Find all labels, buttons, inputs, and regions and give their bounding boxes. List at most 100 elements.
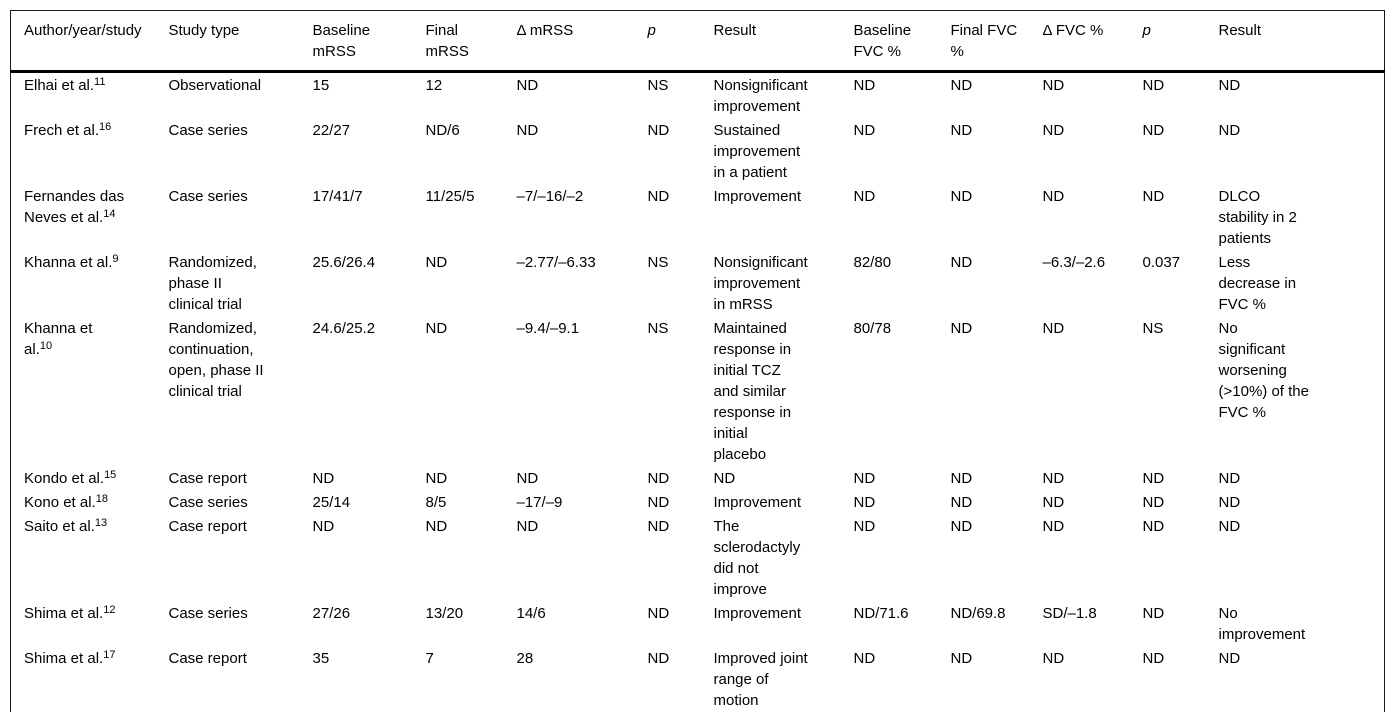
cell-result-mrss: Improvement (713, 494, 802, 511)
col-header-study-type: Study type (168, 22, 240, 39)
cell-delta-mrss: –2.77/–6.33 (516, 254, 596, 271)
col-header-baseline-mrss: Baseline mRSS (312, 22, 371, 60)
cell-result-fvc: No improvement (1218, 605, 1306, 643)
cell-final-mrss: 8/5 (425, 494, 447, 511)
cell-p-fvc: NS (1142, 320, 1164, 337)
cell-delta-fvc: ND (1042, 470, 1065, 487)
cell-p-fvc: ND (1142, 77, 1165, 94)
cell-final-mrss: 11/25/5 (425, 188, 475, 205)
cell-baseline-fvc: ND (853, 122, 876, 139)
cell-p-fvc: ND (1142, 518, 1165, 535)
reference-number: 10 (39, 340, 53, 352)
cell-baseline-fvc: 82/80 (853, 254, 892, 271)
cell-p-mrss: ND (647, 470, 670, 487)
cell-study-type: Case series (168, 605, 248, 622)
cell-delta-fvc: ND (1042, 650, 1065, 667)
cell-p-mrss: ND (647, 605, 670, 622)
col-header-baseline-fvc: Baseline FVC % (853, 22, 912, 60)
cell-author: Shima et al.12 (11, 601, 156, 646)
cell-final-fvc: ND (950, 650, 973, 667)
cell-delta-mrss: ND (516, 470, 539, 487)
cell-baseline-mrss: 15 (312, 77, 330, 94)
author-name: Saito et al. (24, 518, 95, 535)
cell-baseline-mrss: 35 (312, 650, 330, 667)
cell-delta-mrss: –17/–9 (516, 494, 563, 511)
table-row: Kono et al.18 Case series 25/14 8/5 –17/–9 ND… (11, 490, 1385, 514)
cell-p-fvc: ND (1142, 470, 1165, 487)
cell-baseline-fvc: ND (853, 650, 876, 667)
cell-final-mrss: ND (425, 470, 448, 487)
cell-delta-fvc: ND (1042, 494, 1065, 511)
cell-result-mrss: Improvement (713, 188, 802, 205)
cell-delta-fvc: SD/–1.8 (1042, 605, 1097, 622)
table-row: Elhai et al.11 Observational 15 12 ND NS Nonsi… (11, 72, 1385, 119)
cell-result-fvc: ND (1218, 470, 1241, 487)
cell-p-fvc: 0.037 (1142, 254, 1181, 271)
author-name: Kondo et al. (24, 470, 105, 487)
cell-delta-fvc: ND (1042, 188, 1065, 205)
cell-baseline-fvc: ND (853, 518, 876, 535)
cell-result-fvc: ND (1218, 494, 1241, 511)
cell-study-type: Randomized, phase II clinical trial (168, 254, 257, 313)
cell-delta-fvc: ND (1042, 320, 1065, 337)
cell-result-fvc: No significant worsening (>10%) of the F… (1218, 320, 1309, 421)
header-row: Author/year/study Study type Baseline mRSS… (10, 11, 1385, 72)
cell-delta-fvc: ND (1042, 518, 1065, 535)
col-header-result-mrss: Result (713, 22, 757, 39)
reference-number: 9 (112, 253, 119, 265)
cell-baseline-fvc: ND (853, 470, 876, 487)
cell-delta-fvc: ND (1042, 122, 1065, 139)
cell-result-mrss: Improved joint range of motion (713, 650, 808, 709)
cell-baseline-fvc: ND (853, 77, 876, 94)
cell-author: Fernandes das Neves et al.14 (11, 184, 156, 250)
cell-baseline-mrss: 25/14 (312, 494, 351, 511)
cell-baseline-mrss: 25.6/26.4 (312, 254, 376, 271)
cell-baseline-fvc: ND/71.6 (853, 605, 909, 622)
reference-number: 17 (103, 649, 116, 661)
cell-study-type: Case series (168, 494, 248, 511)
cell-baseline-mrss: 17/41/7 (312, 188, 363, 205)
reference-number: 12 (103, 604, 116, 616)
col-header-author: Author/year/study (24, 22, 142, 39)
col-header-delta-fvc: Δ FVC % (1042, 22, 1104, 39)
cell-delta-mrss: 14/6 (516, 605, 546, 622)
cell-result-fvc: DLCO stability in 2 patients (1218, 188, 1297, 247)
table-row: Shima et al.17 Case report 35 7 28 ND Improved… (11, 646, 1385, 712)
cell-p-fvc: ND (1142, 188, 1165, 205)
cell-delta-mrss: ND (516, 518, 539, 535)
cell-final-mrss: ND (425, 518, 448, 535)
cell-author: Shima et al.17 (11, 646, 156, 712)
cell-p-mrss: ND (647, 494, 670, 511)
col-header-result-fvc: Result (1218, 22, 1262, 39)
reference-number: 11 (94, 76, 106, 88)
cell-final-fvc: ND (950, 320, 973, 337)
cell-baseline-mrss: ND (312, 518, 335, 535)
cell-p-mrss: NS (647, 77, 669, 94)
cell-author: Khanna et al.10 (11, 316, 156, 466)
cell-final-fvc: ND (950, 518, 973, 535)
cell-final-mrss: 12 (425, 77, 443, 94)
cell-baseline-fvc: ND (853, 494, 876, 511)
cell-result-fvc: Less decrease in FVC % (1218, 254, 1297, 313)
cell-author: Kondo et al.15 (11, 466, 156, 490)
cell-study-type: Observational (168, 77, 262, 94)
cell-p-mrss: NS (647, 254, 669, 271)
author-name: Kono et al. (24, 494, 96, 511)
table-row: Saito et al.13 Case report ND ND ND ND The scl… (11, 514, 1385, 601)
cell-delta-fvc: –6.3/–2.6 (1042, 254, 1106, 271)
cell-result-mrss: Improvement (713, 605, 802, 622)
cell-result-mrss: The sclerodactyly did not improve (713, 518, 801, 598)
author-name: Elhai et al. (24, 77, 95, 94)
cell-author: Khanna et al.9 (11, 250, 156, 316)
cell-baseline-mrss: ND (312, 470, 335, 487)
cell-final-fvc: ND (950, 188, 973, 205)
cell-final-fvc: ND (950, 470, 973, 487)
cell-author: Frech et al.16 (11, 118, 156, 184)
cell-baseline-fvc: 80/78 (853, 320, 892, 337)
cell-study-type: Case series (168, 122, 248, 139)
table-row: Khanna et al.10 Randomized, continuation,… (11, 316, 1385, 466)
cell-delta-mrss: –7/–16/–2 (516, 188, 584, 205)
cell-final-mrss: 13/20 (425, 605, 464, 622)
cell-result-mrss: Nonsignificant improvement in mRSS (713, 254, 808, 313)
